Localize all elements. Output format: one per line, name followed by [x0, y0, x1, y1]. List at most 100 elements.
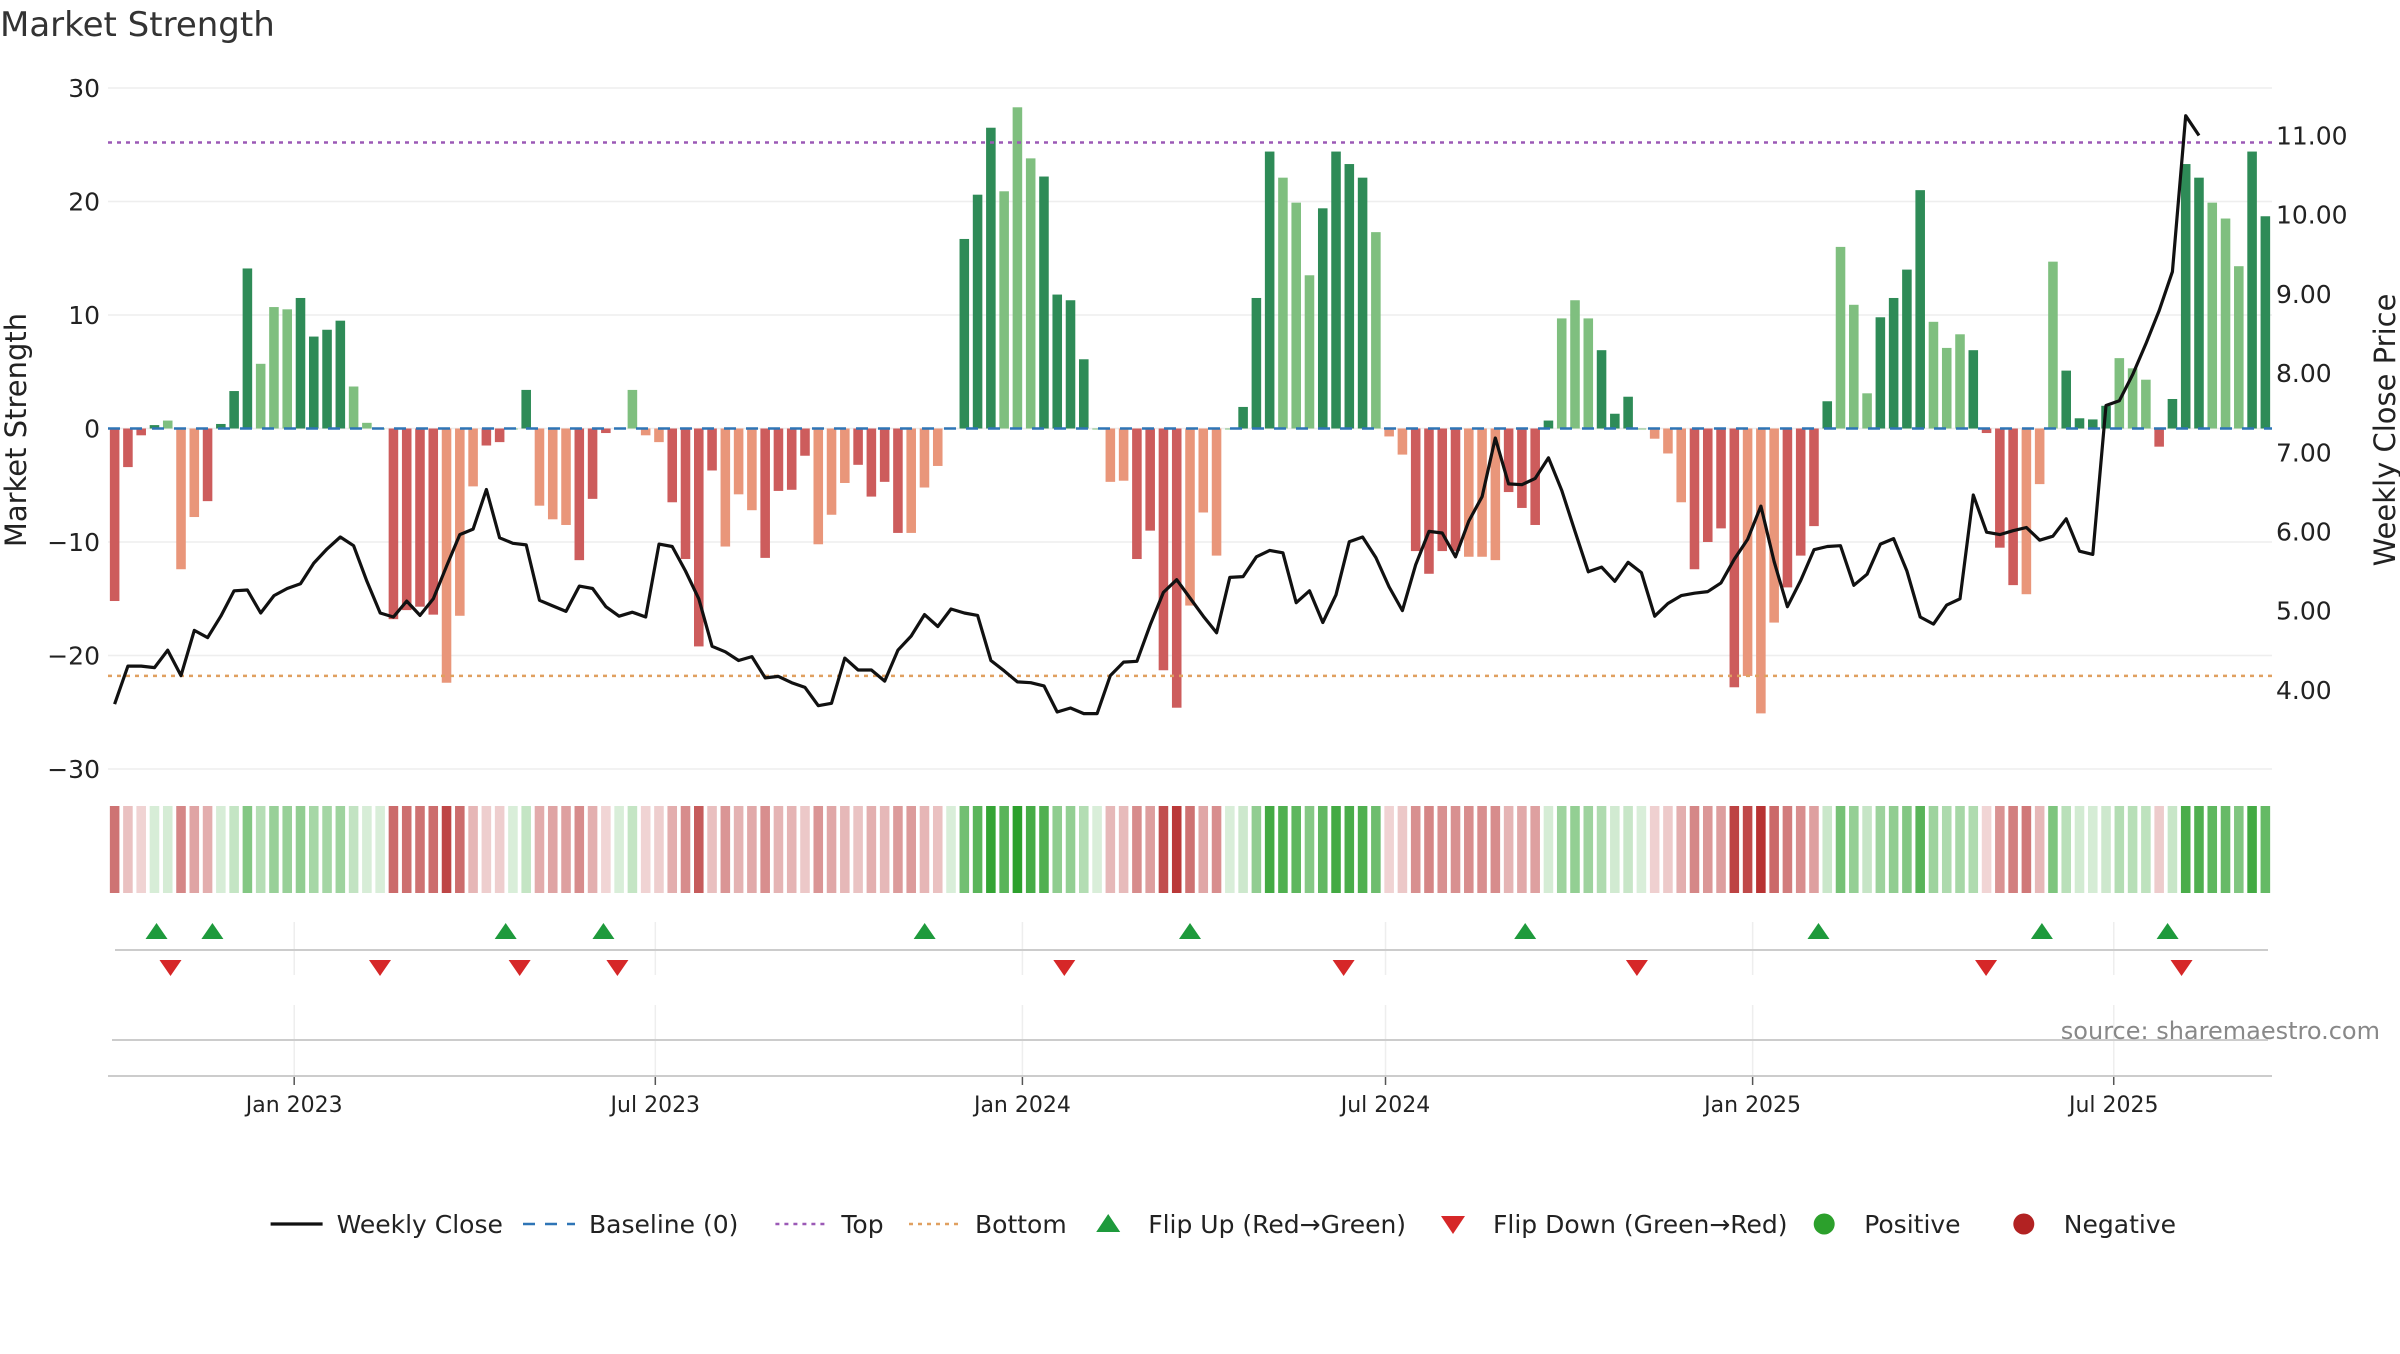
- heat-cell: [1849, 806, 1859, 893]
- strength-bar: [800, 428, 810, 456]
- y-tick-label-right: 11.00: [2276, 122, 2348, 151]
- strength-bar: [919, 428, 930, 488]
- flip-up-marker: [1514, 923, 1537, 939]
- strength-bar: [561, 428, 571, 525]
- y-axis-left-label: Market Strength: [0, 313, 33, 547]
- strength-bar: [1875, 317, 1886, 429]
- strength-bar: [1556, 318, 1567, 429]
- flip-up-marker: [1807, 923, 1830, 939]
- flip-down-marker: [2170, 960, 2193, 976]
- strength-bar: [136, 428, 146, 436]
- heat-cell: [428, 806, 439, 893]
- heat-cell: [1968, 806, 1979, 893]
- heat-cell: [2207, 806, 2218, 893]
- heat-cell: [242, 806, 253, 893]
- legend-label: Bottom: [975, 1210, 1067, 1239]
- heat-cell: [255, 806, 266, 893]
- strength-bar: [1065, 300, 1076, 429]
- strength-bar: [640, 428, 651, 436]
- strength-bar: [1105, 428, 1116, 482]
- heat-cell: [269, 806, 279, 893]
- strength-bar: [1397, 428, 1408, 455]
- y-axis-right: 11.00 10.00 9.00 8.00 7.00 6.00 5.00 4.00: [2276, 122, 2348, 705]
- strength-bar: [1052, 294, 1063, 429]
- heat-cell: [322, 806, 332, 893]
- heat-cell: [893, 806, 903, 893]
- heat-cell: [2260, 806, 2271, 893]
- y-tick-label-right: 6.00: [2276, 517, 2332, 546]
- heat-cell: [162, 806, 173, 893]
- heat-cell: [468, 806, 478, 893]
- y-axis-right-label: Weekly Close Price: [2368, 294, 2400, 567]
- strength-bar: [720, 428, 731, 547]
- heat-cell: [574, 806, 585, 893]
- x-tick-label: Jan 2024: [972, 1093, 1071, 1118]
- strength-bar: [162, 420, 173, 429]
- strength-bar: [1928, 321, 1939, 429]
- strength-bar: [574, 428, 585, 561]
- strength-bar: [773, 428, 784, 491]
- heat-cell: [1278, 806, 1288, 893]
- heat-cell: [1477, 806, 1487, 893]
- legend: Weekly Close Baseline (0) Top Bottom Flip Up…: [270, 1210, 2176, 1239]
- strength-bar: [2247, 151, 2257, 429]
- heat-cell: [1410, 806, 1421, 893]
- heat-cell: [1079, 806, 1089, 893]
- strength-bar: [1676, 428, 1686, 503]
- flip-up-marker: [913, 923, 936, 939]
- heat-cell: [1875, 806, 1886, 893]
- strength-bar: [1211, 428, 1222, 556]
- strength-bar: [1981, 428, 1992, 434]
- y-tick-label-left: −30: [47, 755, 100, 784]
- heat-cell: [1995, 806, 2005, 893]
- heat-cell: [1888, 806, 1899, 893]
- heat-cell: [1623, 806, 1633, 893]
- legend-label: Positive: [1864, 1210, 1960, 1239]
- strength-bar: [1437, 428, 1448, 552]
- heat-cell: [1331, 806, 1341, 893]
- strength-bar: [1344, 164, 1355, 429]
- heat-cell: [1915, 806, 1925, 893]
- strength-bar: [1158, 428, 1169, 671]
- heat-cell: [879, 806, 890, 893]
- strength-bar: [1849, 304, 1859, 429]
- heat-cell: [1941, 806, 1952, 893]
- strength-bar: [2021, 428, 2032, 595]
- y-tick-label-right: 7.00: [2276, 438, 2332, 467]
- heat-cell: [986, 806, 996, 893]
- legend-item-flip_up: Flip Up (Red→Green): [1096, 1210, 1406, 1239]
- strength-bar: [1663, 428, 1673, 454]
- legend-label: Baseline (0): [589, 1210, 738, 1239]
- legend-label: Top: [840, 1210, 883, 1239]
- strength-bar: [1756, 428, 1766, 714]
- heat-cell: [1145, 806, 1155, 893]
- heat-cell: [1769, 806, 1779, 893]
- strength-bar: [747, 428, 757, 511]
- strength-bar: [1822, 401, 1833, 429]
- strength-bar: [1012, 107, 1023, 429]
- strength-bar: [1304, 275, 1315, 429]
- strength-bar: [1079, 359, 1089, 429]
- strength-bar: [308, 336, 319, 429]
- heat-cell: [1636, 806, 1647, 893]
- heat-cell: [1610, 806, 1620, 893]
- strength-bar: [2141, 379, 2151, 429]
- strength-bar: [760, 428, 770, 558]
- strength-bar: [547, 428, 558, 520]
- strength-bar: [348, 386, 359, 429]
- strength-bar: [587, 428, 598, 499]
- strength-bar: [149, 425, 160, 429]
- heat-cell: [999, 806, 1009, 893]
- heat-cell: [720, 806, 731, 893]
- strength-bar: [667, 428, 678, 503]
- heat-cell: [1795, 806, 1806, 893]
- strength-bar: [1702, 428, 1713, 542]
- strength-bar: [906, 428, 916, 533]
- strength-bar: [2220, 218, 2231, 429]
- strength-bar: [1955, 334, 1965, 429]
- x-tick-label: Jul 2025: [2067, 1093, 2159, 1118]
- strength-bar: [1278, 177, 1288, 429]
- strength-bar: [1716, 428, 1726, 529]
- heat-cell: [1809, 806, 1819, 893]
- strength-bar: [1968, 350, 1979, 429]
